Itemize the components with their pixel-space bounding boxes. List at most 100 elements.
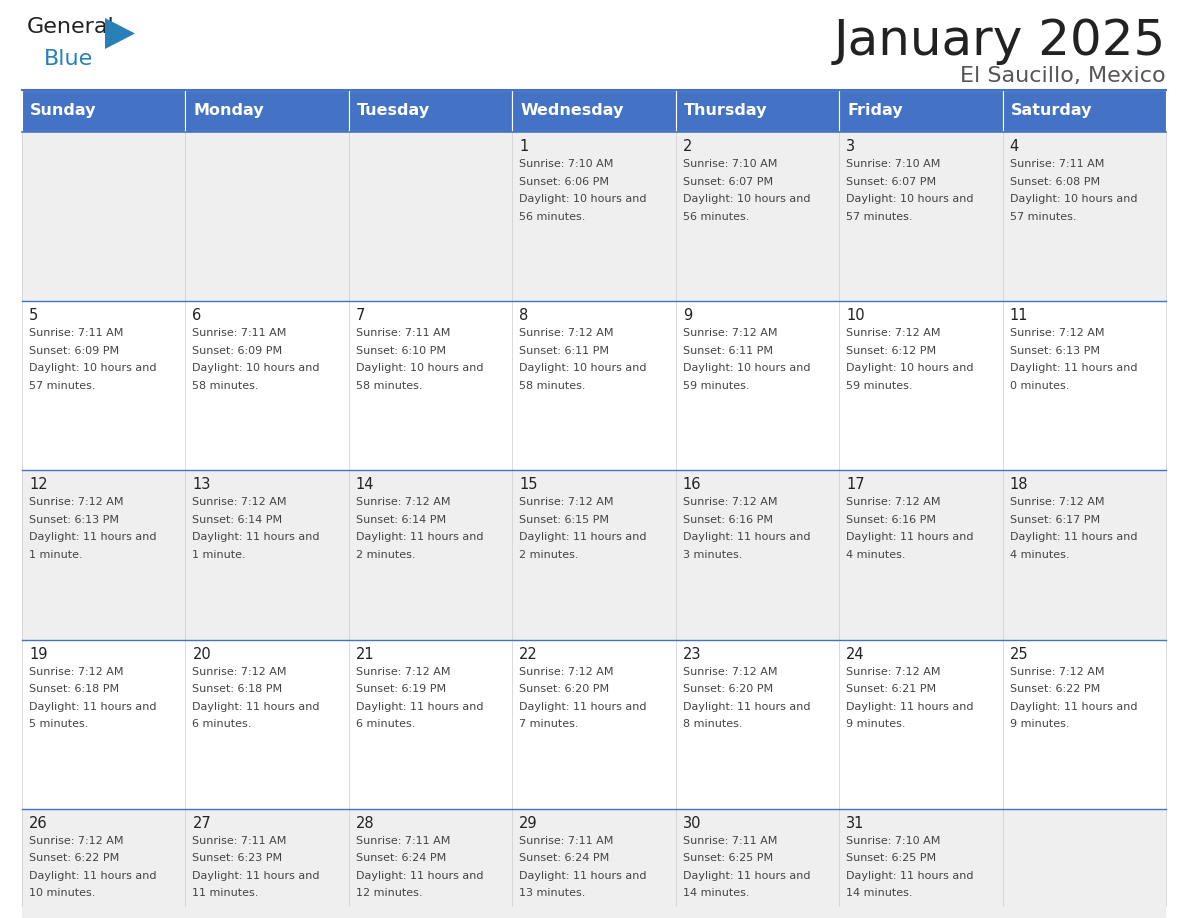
Text: 11 minutes.: 11 minutes. xyxy=(192,889,259,899)
Text: 4 minutes.: 4 minutes. xyxy=(846,550,905,560)
Text: 57 minutes.: 57 minutes. xyxy=(29,381,95,391)
Bar xyxy=(676,301,839,470)
Text: 57 minutes.: 57 minutes. xyxy=(846,211,912,221)
Bar xyxy=(185,132,349,301)
Text: Daylight: 11 hours and: Daylight: 11 hours and xyxy=(29,701,157,711)
Text: 2 minutes.: 2 minutes. xyxy=(356,550,416,560)
Text: 58 minutes.: 58 minutes. xyxy=(519,381,586,391)
Bar xyxy=(676,809,839,918)
Text: 13 minutes.: 13 minutes. xyxy=(519,889,586,899)
Text: Daylight: 10 hours and: Daylight: 10 hours and xyxy=(1010,194,1137,204)
Text: 56 minutes.: 56 minutes. xyxy=(519,211,586,221)
Text: 22: 22 xyxy=(519,646,538,662)
Text: Daylight: 10 hours and: Daylight: 10 hours and xyxy=(519,364,646,374)
Text: Sunset: 6:18 PM: Sunset: 6:18 PM xyxy=(192,684,283,694)
Text: Sunset: 6:22 PM: Sunset: 6:22 PM xyxy=(1010,684,1100,694)
Bar xyxy=(676,132,839,301)
Text: Sunrise: 7:11 AM: Sunrise: 7:11 AM xyxy=(356,329,450,338)
Text: 57 minutes.: 57 minutes. xyxy=(1010,211,1076,221)
Text: Sunrise: 7:12 AM: Sunrise: 7:12 AM xyxy=(29,498,124,508)
Text: Sunset: 6:14 PM: Sunset: 6:14 PM xyxy=(356,515,446,525)
Text: 10 minutes.: 10 minutes. xyxy=(29,889,95,899)
Bar xyxy=(349,640,512,809)
Text: 0 minutes.: 0 minutes. xyxy=(1010,381,1069,391)
Text: Sunset: 6:12 PM: Sunset: 6:12 PM xyxy=(846,346,936,355)
Text: Sunrise: 7:12 AM: Sunrise: 7:12 AM xyxy=(846,666,941,677)
Bar xyxy=(1003,301,1165,470)
Bar xyxy=(512,640,676,809)
Text: Sunrise: 7:12 AM: Sunrise: 7:12 AM xyxy=(846,498,941,508)
Text: 15: 15 xyxy=(519,477,538,492)
Text: Sunset: 6:08 PM: Sunset: 6:08 PM xyxy=(1010,176,1100,186)
Text: 26: 26 xyxy=(29,816,48,831)
Text: 14 minutes.: 14 minutes. xyxy=(683,889,750,899)
Text: Sunset: 6:09 PM: Sunset: 6:09 PM xyxy=(192,346,283,355)
Text: Sunrise: 7:12 AM: Sunrise: 7:12 AM xyxy=(1010,666,1104,677)
Text: El Saucillo, Mexico: El Saucillo, Mexico xyxy=(960,66,1165,86)
Text: Sunset: 6:10 PM: Sunset: 6:10 PM xyxy=(356,346,446,355)
Text: Sunset: 6:20 PM: Sunset: 6:20 PM xyxy=(683,684,773,694)
Text: Sunrise: 7:11 AM: Sunrise: 7:11 AM xyxy=(29,329,124,338)
Text: 4: 4 xyxy=(1010,139,1019,154)
Bar xyxy=(676,470,839,640)
Text: 25: 25 xyxy=(1010,646,1028,662)
Text: Daylight: 10 hours and: Daylight: 10 hours and xyxy=(683,364,810,374)
Bar xyxy=(349,301,512,470)
Bar xyxy=(185,90,349,132)
Text: Daylight: 11 hours and: Daylight: 11 hours and xyxy=(192,532,320,543)
Text: 1: 1 xyxy=(519,139,529,154)
Text: Sunrise: 7:11 AM: Sunrise: 7:11 AM xyxy=(683,835,777,845)
Text: 23: 23 xyxy=(683,646,701,662)
Text: Thursday: Thursday xyxy=(684,104,767,118)
Text: 21: 21 xyxy=(356,646,374,662)
Bar xyxy=(1003,90,1165,132)
Text: 20: 20 xyxy=(192,646,211,662)
Text: Daylight: 10 hours and: Daylight: 10 hours and xyxy=(29,364,157,374)
Text: 13: 13 xyxy=(192,477,210,492)
Text: Sunrise: 7:12 AM: Sunrise: 7:12 AM xyxy=(29,835,124,845)
Text: Sunset: 6:23 PM: Sunset: 6:23 PM xyxy=(192,854,283,863)
Text: Saturday: Saturday xyxy=(1011,104,1092,118)
Text: Sunset: 6:19 PM: Sunset: 6:19 PM xyxy=(356,684,446,694)
Bar xyxy=(23,470,185,640)
Text: 16: 16 xyxy=(683,477,701,492)
Text: Sunset: 6:13 PM: Sunset: 6:13 PM xyxy=(1010,346,1100,355)
Text: 1 minute.: 1 minute. xyxy=(192,550,246,560)
Text: 28: 28 xyxy=(356,816,374,831)
Text: 6: 6 xyxy=(192,308,202,323)
Text: 3 minutes.: 3 minutes. xyxy=(683,550,742,560)
Text: Daylight: 11 hours and: Daylight: 11 hours and xyxy=(29,871,157,880)
Bar xyxy=(23,809,185,918)
Text: 11: 11 xyxy=(1010,308,1028,323)
Text: Sunrise: 7:10 AM: Sunrise: 7:10 AM xyxy=(683,159,777,169)
Text: Sunrise: 7:12 AM: Sunrise: 7:12 AM xyxy=(683,498,777,508)
Text: Sunrise: 7:11 AM: Sunrise: 7:11 AM xyxy=(192,329,286,338)
Text: 12 minutes.: 12 minutes. xyxy=(356,889,423,899)
Text: Friday: Friday xyxy=(847,104,903,118)
Text: Daylight: 11 hours and: Daylight: 11 hours and xyxy=(519,532,646,543)
Bar xyxy=(349,809,512,918)
Text: Daylight: 11 hours and: Daylight: 11 hours and xyxy=(683,701,810,711)
Bar xyxy=(512,90,676,132)
Text: Sunset: 6:16 PM: Sunset: 6:16 PM xyxy=(683,515,772,525)
Bar xyxy=(839,640,1003,809)
Bar xyxy=(1003,640,1165,809)
Text: Sunset: 6:11 PM: Sunset: 6:11 PM xyxy=(519,346,609,355)
Text: 1 minute.: 1 minute. xyxy=(29,550,83,560)
Text: 9 minutes.: 9 minutes. xyxy=(846,719,905,729)
Text: Sunrise: 7:12 AM: Sunrise: 7:12 AM xyxy=(519,498,614,508)
Text: 29: 29 xyxy=(519,816,538,831)
Text: 2: 2 xyxy=(683,139,693,154)
Text: Daylight: 10 hours and: Daylight: 10 hours and xyxy=(846,194,974,204)
Text: 6 minutes.: 6 minutes. xyxy=(356,719,416,729)
Text: Sunset: 6:20 PM: Sunset: 6:20 PM xyxy=(519,684,609,694)
Bar xyxy=(839,301,1003,470)
Text: 3: 3 xyxy=(846,139,855,154)
Text: 5: 5 xyxy=(29,308,38,323)
Bar xyxy=(512,132,676,301)
Text: Daylight: 11 hours and: Daylight: 11 hours and xyxy=(356,871,484,880)
Text: 30: 30 xyxy=(683,816,701,831)
Bar xyxy=(512,301,676,470)
Text: Daylight: 11 hours and: Daylight: 11 hours and xyxy=(519,871,646,880)
Text: Sunset: 6:24 PM: Sunset: 6:24 PM xyxy=(356,854,447,863)
